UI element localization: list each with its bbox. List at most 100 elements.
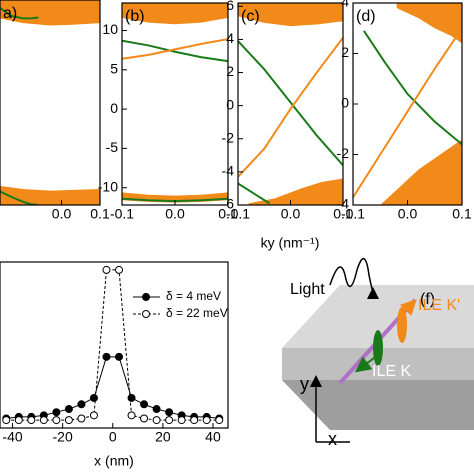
legend-label: δ = 22 meV (166, 306, 228, 320)
ile-kp-label: ILE K' (418, 297, 460, 314)
y-tick-label: 2 (341, 44, 349, 60)
x-tick-label: -0.1 (341, 206, 365, 222)
plot-frame (121, 2, 229, 206)
band-line (0, 7, 39, 20)
band-line (122, 38, 228, 60)
x-tick-label: -20 (53, 429, 73, 445)
plot-frame (0, 0, 101, 206)
point (177, 416, 186, 425)
light-wave (329, 258, 379, 300)
y-tick-label: 0 (341, 95, 349, 111)
ile-k-arrow (354, 351, 383, 373)
point (77, 400, 86, 409)
point (190, 416, 199, 425)
y-tick-label: -10 (98, 178, 118, 194)
x-tick-label: -0.1 (226, 206, 250, 222)
x-tick-label: 40 (205, 429, 221, 445)
plot-frame (237, 2, 344, 206)
light-label: Light (290, 281, 325, 298)
y-tick-label: 10 (102, 21, 118, 37)
y-tick-label: -6 (222, 196, 235, 212)
point (140, 400, 149, 409)
point (165, 416, 174, 425)
y-tick-label: 6 (226, 0, 234, 13)
point (152, 405, 161, 414)
continuum (0, 185, 100, 205)
plot-area (122, 3, 228, 203)
point (77, 414, 86, 423)
y-tick-label: 5 (110, 61, 118, 77)
y-tick-label: -2 (337, 145, 350, 161)
x-tick-label: 0.0 (52, 206, 72, 222)
y-tick-label: -5 (106, 139, 119, 155)
continuum (248, 178, 343, 205)
x-axis-label: x (nm) (94, 453, 134, 469)
y-tick-label: 2 (226, 63, 234, 79)
x-tick-label: -0.1 (110, 206, 134, 222)
continuum (238, 3, 343, 27)
band-line (238, 37, 343, 178)
point (127, 393, 136, 402)
point (52, 408, 61, 417)
y-tick-label: -2 (222, 129, 235, 145)
point (64, 405, 73, 414)
panel-label: (b) (125, 8, 145, 25)
point (102, 352, 111, 361)
band-line (353, 27, 462, 198)
plot-frame (352, 2, 463, 206)
plot-area (2, 265, 224, 425)
bottom-slab (282, 380, 474, 430)
point (115, 265, 124, 274)
panel-label: (f) (420, 291, 435, 308)
point (89, 411, 98, 420)
point (102, 265, 111, 274)
x-tick-label: 0.1 (333, 206, 353, 222)
point (52, 416, 61, 425)
y-tick-label: 4 (341, 0, 349, 10)
continuum (380, 139, 462, 205)
continuum (122, 3, 228, 25)
point (202, 416, 211, 425)
x-tick-label: 0.0 (281, 206, 301, 222)
ile-k-label: ILE K (372, 363, 411, 380)
x-tick-label: 20 (155, 429, 171, 445)
point (27, 416, 36, 425)
point (165, 408, 174, 417)
band-line (363, 30, 462, 146)
panel-label: (c) (241, 8, 260, 25)
point (140, 414, 149, 423)
panel-label: (d) (356, 8, 376, 25)
top-slab (282, 285, 474, 348)
x-tick-label: 0.1 (452, 206, 472, 222)
point (215, 416, 224, 425)
legend-marker (142, 310, 150, 318)
point (89, 393, 98, 402)
x-tick-label: -40 (2, 429, 22, 445)
panel-label: a) (3, 5, 17, 22)
point (2, 416, 11, 425)
point (39, 416, 48, 425)
y-tick-label: -4 (222, 163, 235, 179)
x-tick-label: 0.0 (165, 206, 185, 222)
point (152, 416, 161, 425)
x-tick-label: 0.1 (90, 206, 110, 222)
ile-kp-blob (397, 307, 407, 343)
axis-y-label: y (300, 374, 309, 394)
y-tick-label: 0 (226, 96, 234, 112)
point (115, 352, 124, 361)
ile-k-blob (373, 330, 383, 366)
axis-x-label: x (328, 429, 337, 449)
plot-area (353, 3, 462, 205)
y-tick-label: 4 (226, 30, 234, 46)
top-x-axis-label: ky (nm⁻¹) (261, 235, 320, 251)
band-line (238, 40, 343, 166)
band-line (238, 182, 271, 205)
ile-kp-arrow (397, 299, 417, 319)
y-tick-label: 0 (110, 100, 118, 116)
x-tick-label: 0.0 (398, 206, 418, 222)
band-line (122, 39, 228, 63)
point (64, 416, 73, 425)
series-line (6, 356, 220, 420)
continuum (396, 3, 462, 44)
